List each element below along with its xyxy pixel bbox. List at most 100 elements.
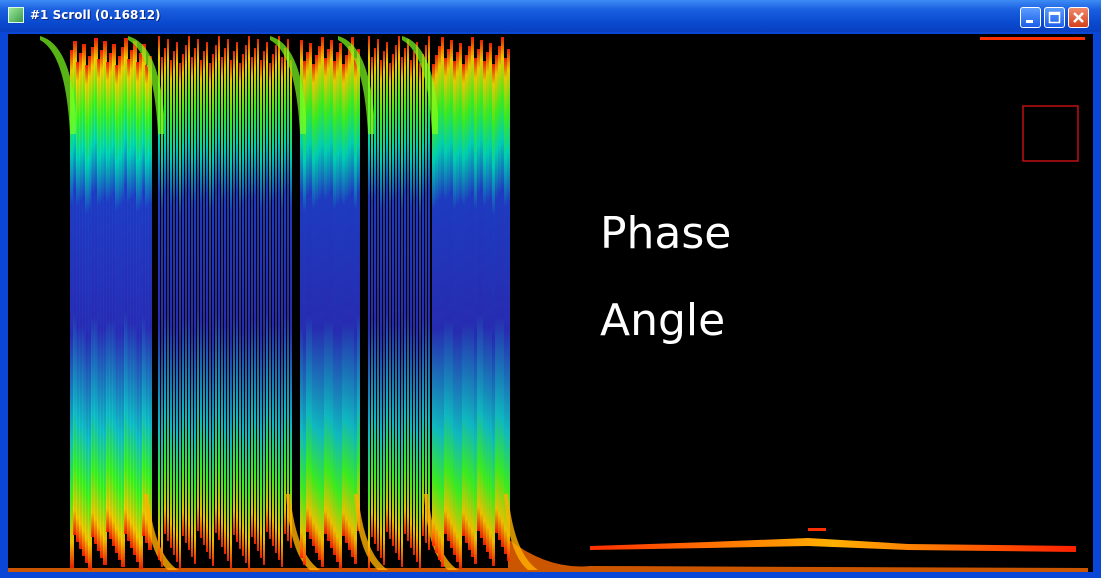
phase-strand xyxy=(416,42,418,562)
close-glyph xyxy=(1069,8,1088,27)
phase-strand xyxy=(351,37,354,557)
phase-strand xyxy=(389,63,391,539)
phase-strand xyxy=(413,51,415,555)
phase-strand xyxy=(194,48,196,564)
phase-strand xyxy=(269,63,271,539)
phase-strand xyxy=(275,45,277,553)
phase-strand xyxy=(321,37,324,567)
phase-strand xyxy=(459,43,462,569)
phase-strand xyxy=(182,54,184,536)
phase-strand xyxy=(432,64,435,546)
phase-strand xyxy=(483,61,486,545)
title-bar: #1 Scroll (0.16812) xyxy=(0,0,1101,32)
maximize-glyph xyxy=(1045,8,1064,27)
phase-strand xyxy=(507,49,510,561)
phase-strand xyxy=(392,54,394,546)
phase-strand xyxy=(386,42,388,532)
phase-strand xyxy=(306,52,309,532)
phase-strand xyxy=(438,46,441,560)
phase-strand xyxy=(465,55,468,543)
phase-strand xyxy=(398,36,400,560)
phase-strand xyxy=(407,39,409,541)
minimize-glyph xyxy=(1021,8,1040,27)
phase-strand xyxy=(230,60,232,568)
phase-strand xyxy=(221,57,223,547)
phase-strand xyxy=(342,64,345,536)
phase-strand xyxy=(170,60,172,548)
window-icon xyxy=(8,7,24,23)
phase-strand xyxy=(266,42,268,532)
phase-strand xyxy=(236,42,238,542)
phase-strand xyxy=(374,48,376,544)
phase-strand xyxy=(441,37,444,567)
phase-strand xyxy=(450,40,453,548)
phase-strand xyxy=(395,45,397,553)
phase-strand xyxy=(422,54,424,536)
phase-strand xyxy=(492,64,495,566)
phase-strand xyxy=(474,58,477,564)
phase-strand xyxy=(444,58,447,534)
phase-strand xyxy=(215,45,217,533)
phase-strand xyxy=(212,54,214,566)
phase-strand xyxy=(489,43,492,559)
phase-strand xyxy=(167,39,169,541)
phase-strand xyxy=(197,39,199,531)
phase-strand xyxy=(324,58,327,534)
phase-strand xyxy=(468,46,471,550)
phase-strand xyxy=(495,55,498,533)
phase-strand xyxy=(377,39,379,551)
phase-strand xyxy=(447,49,450,541)
angle-label: Angle xyxy=(600,295,725,346)
phase-strand xyxy=(480,40,483,538)
phase-strand xyxy=(312,64,315,546)
phase-strand xyxy=(284,48,286,534)
window: #1 Scroll (0.16812) xyxy=(0,0,1101,578)
phase-strand xyxy=(345,55,348,543)
phase-strand xyxy=(348,46,351,550)
phase-strand xyxy=(477,49,480,531)
phase-strand xyxy=(242,54,244,556)
phase-strand xyxy=(339,43,342,569)
phase-label: Phase xyxy=(600,208,731,259)
selection-box xyxy=(1023,106,1078,161)
phase-strand xyxy=(272,54,274,546)
phase-strand xyxy=(191,57,193,557)
phase-strand xyxy=(233,51,235,535)
phase-strand xyxy=(410,60,412,548)
phase-strand xyxy=(263,51,265,565)
phase-strand xyxy=(462,64,465,536)
phase-strand xyxy=(227,39,229,561)
phase-strand xyxy=(380,60,382,558)
maximize-button[interactable] xyxy=(1044,7,1065,28)
phase-strand xyxy=(318,46,321,560)
phase-strand xyxy=(176,42,178,562)
phase-strand xyxy=(315,55,318,553)
close-button[interactable] xyxy=(1068,7,1089,28)
red-dash xyxy=(808,528,826,531)
minimize-button[interactable] xyxy=(1020,7,1041,28)
phase-strand xyxy=(471,37,474,557)
window-title: #1 Scroll (0.16812) xyxy=(30,8,161,22)
phase-strand xyxy=(309,43,312,539)
phase-visualization xyxy=(8,34,1093,572)
phase-strand xyxy=(453,61,456,555)
phase-strand xyxy=(504,58,507,554)
phase-strand xyxy=(330,40,333,548)
phase-strand xyxy=(248,36,250,570)
phase-strand xyxy=(173,51,175,555)
phase-strand xyxy=(354,58,357,564)
phase-strand xyxy=(419,63,421,569)
phase-strand xyxy=(245,45,247,563)
phase-strand xyxy=(239,63,241,549)
phase-strand xyxy=(206,42,208,552)
bottom-streak xyxy=(590,538,1076,552)
phase-strand xyxy=(287,39,289,541)
phase-strand xyxy=(428,36,430,550)
phase-strand xyxy=(501,37,504,547)
phase-strand xyxy=(251,57,253,537)
phase-strand xyxy=(218,36,220,540)
phase-strand xyxy=(486,52,489,552)
phase-strand xyxy=(185,45,187,543)
phase-strand xyxy=(404,48,406,534)
plot-area: Phase Angle xyxy=(8,34,1093,572)
